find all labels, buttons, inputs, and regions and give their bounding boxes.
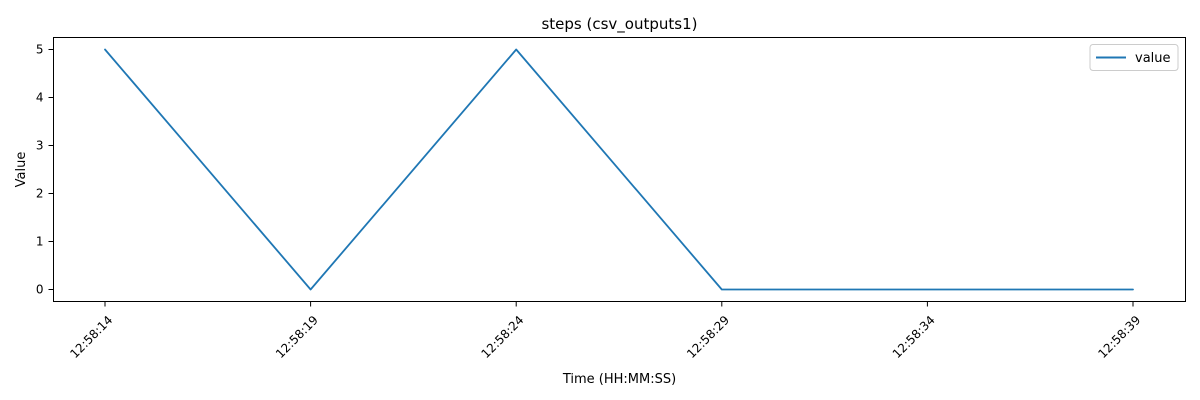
- axes-frame: [53, 37, 1186, 302]
- series-line-0: [104, 48, 1134, 291]
- x-axis-label: Time (HH:MM:SS): [562, 372, 676, 387]
- y-tick-label: 2: [36, 187, 44, 201]
- chart-legend: value: [1089, 44, 1179, 71]
- y-tick-label: 0: [36, 283, 44, 297]
- y-tick-label: 5: [36, 43, 44, 57]
- legend-box: [1089, 44, 1179, 71]
- chart-title: steps (csv_outputs1): [541, 15, 697, 34]
- series-layer: [104, 48, 1134, 291]
- legend-series-label: value: [1135, 51, 1171, 66]
- y-tick-label: 1: [36, 235, 44, 249]
- plot-area: [53, 37, 1186, 302]
- y-axis-label: Value: [14, 152, 29, 188]
- y-tick-label: 3: [36, 139, 44, 153]
- y-tick-label: 4: [36, 91, 44, 105]
- y-axis: 0 1 2 3 4 5: [36, 43, 54, 297]
